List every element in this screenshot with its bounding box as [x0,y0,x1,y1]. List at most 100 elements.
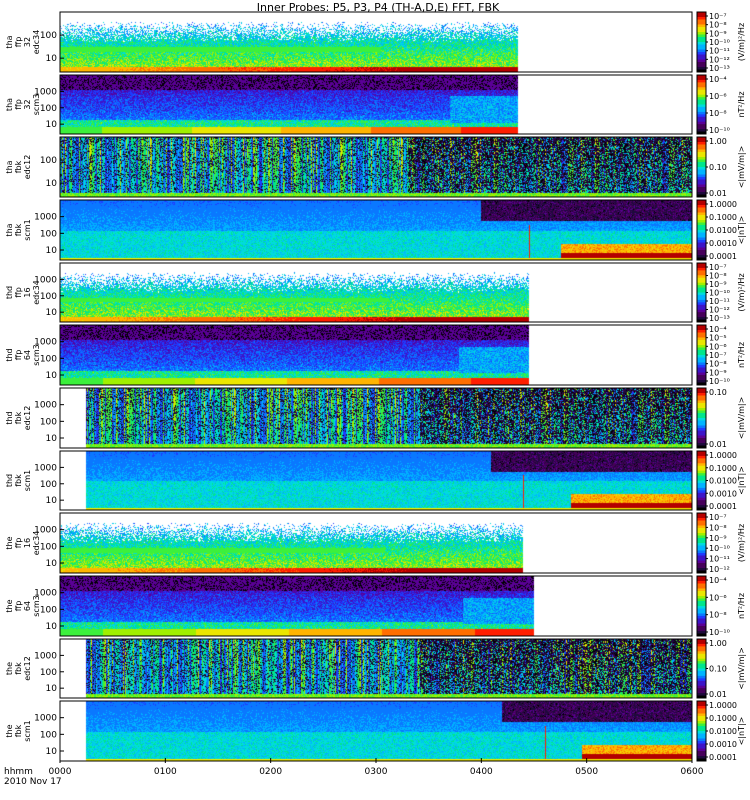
panel-ylabel: tha [5,223,14,236]
ytick-label: 100 [40,480,57,490]
colorbar-tick-label: 0.01 [709,440,727,449]
colorbar-tick-label: 0.01 [709,189,727,198]
colorbar-unit: <|mV/m|> [737,647,746,690]
colorbar-tick-label: 10⁻⁹ [709,368,727,377]
panel-ylabel: edc12 [23,406,32,431]
panel-frame [59,74,693,135]
colorbar-tick-label: 0.0001 [709,753,737,762]
panel-frame [59,575,693,637]
ytick-label: 10 [46,371,58,381]
colorbar: 10⁻⁴10⁻⁵10⁻⁶10⁻⁷10⁻⁸10⁻⁹10⁻¹⁰ nT²/Hz [696,324,746,386]
panel-ylabel: the [5,599,14,612]
xtick-label: 0200 [259,767,282,777]
colorbar-unit: <|nT|> [737,216,746,245]
panel-ylabel: fbk [14,411,23,424]
panel-ylabel: ffp [14,350,23,361]
panel-ylabel: thd [5,348,14,361]
colorbar-tick-label: 10⁻¹⁰ [709,377,730,386]
colorbar: 1.0000 0.1000 0.0100 0.0010 0.0001<|nT|> [696,700,746,762]
colorbar-unit: <|nT|> [737,466,746,495]
ytick-label: 100 [40,104,57,114]
ytick-label: 1000 [34,87,57,97]
x-axis-format-label: hhmm [4,767,33,777]
colorbar-tick-label: 0.0100 [709,727,737,736]
spectrogram-image [60,701,692,761]
ytick-label: 10 [46,684,58,694]
colorbar-tick-label: 0.0100 [709,226,737,235]
colorbar-tick-label: 10⁻⁵ [709,334,727,343]
colorbar-tick-label: 10⁻⁹ [709,29,727,38]
xtick-label: 0500 [575,767,598,777]
colorbar: 1.0000 0.1000 0.0100 0.0010 0.0001<|nT|> [696,199,746,261]
ytick-label: 100 [40,605,57,615]
ytick-label: 10 [46,622,58,632]
colorbar-tick-label: 0.1000 [709,213,737,222]
panel-frame [59,324,693,386]
colorbar-tick-label: 10⁻⁷ [709,12,727,21]
colorbar-unit: nT²/Hz [737,593,746,619]
colorbar-unit: (V/m)²/Hz [737,23,746,61]
ytick-label: 100 [40,668,57,678]
ytick-label: 1000 [34,526,57,536]
panel-frame [59,638,693,699]
panel-ylabel: 32 [23,37,32,47]
colorbar-tick-label: 1.0000 [709,701,737,710]
colorbar-tick-label: 1.00 [709,639,727,648]
ytick-label: 10 [46,179,58,189]
xtick-label: 0400 [470,767,493,777]
colorbar-tick-label: 10⁻¹¹ [709,47,730,56]
ytick-label: 1000 [34,338,57,348]
ytick-label: 1000 [34,463,57,473]
panel-ylabel: thd [5,474,14,487]
colorbar-tick-label: 10⁻⁴ [709,325,727,334]
colorbar-tick-label: 0.1000 [709,464,737,473]
ytick-label: 10 [46,308,58,318]
colorbar-tick-label: 10⁻¹³ [709,64,730,73]
colorbar-tick-label: 10⁻¹¹ [709,555,730,564]
ytick-label: 1000 [34,714,57,724]
panel-ylabel: fbk [14,160,23,173]
colorbar: 1.00 0.10 0.01 <|mV/m|> [696,638,746,699]
spectrogram-image [60,12,692,72]
spectrogram-image [60,200,692,260]
panel-thd-ffp64-scm3: thd ffp 64 scm310001001010⁻⁴10⁻⁵10⁻⁶10⁻⁷10⁻… [5,324,746,386]
xtick-label: 0000 [49,767,72,777]
panel-frame [59,199,693,261]
panel-ylabel: scm3 [32,94,41,115]
colorbar-tick-label: 0.1000 [709,714,737,723]
colorbar-tick-label: 10⁻⁸ [709,360,727,369]
panel-thd-ffp16-edc34: thd ffp 16 edc3410001001010⁻⁷10⁻⁸10⁻⁹10⁻¹⁰1… [5,262,746,323]
colorbar-tick-label: 10⁻⁸ [709,21,727,30]
colorbar-tick-label: 10⁻¹² [709,306,730,315]
panel-ylabel: edc34 [32,30,41,55]
colorbar-unit: (V/m)²/Hz [737,524,746,562]
colorbar-tick-label: 0.0001 [709,252,737,261]
panel-ylabel: tha [5,98,14,111]
panel-ylabel: scm1 [23,720,32,741]
panel-ylabel: thd [5,411,14,424]
panel-ylabel: 16 [23,538,32,548]
colorbar-unit: (V/m)²/Hz [737,273,746,311]
colorbar-tick-label: 10⁻⁴ [709,576,727,585]
colorbar-tick-label: 10⁻⁸ [709,109,727,118]
colorbar-tick-label: 10⁻⁴ [709,75,727,84]
spectrogram-image [60,576,692,636]
colorbar-unit: nT²/Hz [737,91,746,117]
spectrogram-image [60,325,692,385]
colorbar-unit: <|mV/m|> [737,146,746,189]
xtick-label: 0300 [365,767,388,777]
panel-ylabel: fbk [14,223,23,236]
panel-ylabel: ffp [14,601,23,612]
colorbar-tick-label: 0.0010 [709,740,737,749]
ytick-label: 10 [46,120,58,130]
panel-the-fbk-edc12: the fbk edc12 1000 100 10 1.00 0.10 0.01 <|mV/m|> [5,638,746,699]
panel-ylabel: 16 [23,287,32,297]
panel-frame [59,450,693,511]
